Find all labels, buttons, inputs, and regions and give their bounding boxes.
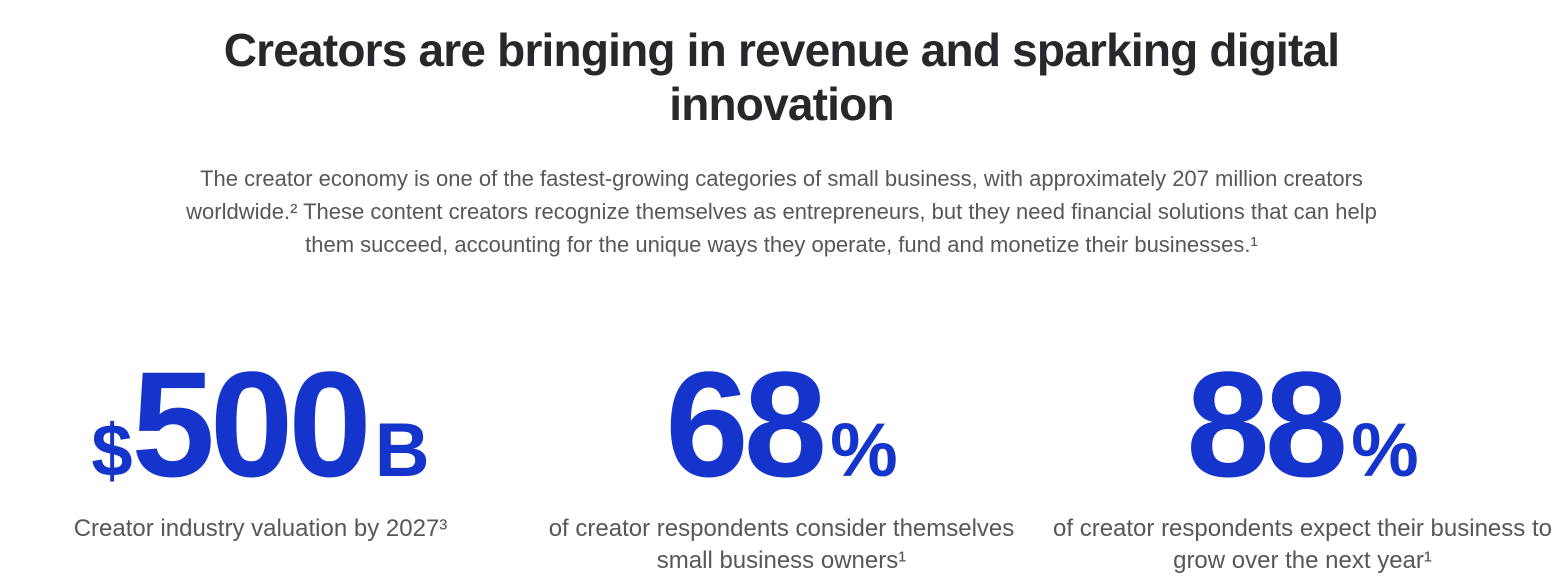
page-title-line-1: Creators are bringing in revenue and spa…: [223, 24, 1340, 76]
stat-caption-small-business-owners: of creator respondents consider themselv…: [548, 514, 1015, 574]
stat-prefix-dollar: $: [91, 408, 132, 492]
stat-suffix-b: B: [374, 407, 430, 493]
page-title: Creators are bringing in revenue and spa…: [157, 24, 1407, 132]
creator-economy-section: Creators are bringing in revenue and spa…: [0, 24, 1563, 581]
stat-card-business-growth: 88% of creator respondents expect their …: [1042, 349, 1563, 577]
stats-section: $500 B Creator industry valuation by 2027…: [0, 349, 1563, 577]
stat-suffix-percent-2: %: [1351, 407, 1419, 493]
stat-caption-industry-valuation: Creator industry valuation by 2027³: [73, 514, 448, 542]
stat-value-88pct: 88%: [1186, 349, 1418, 499]
intro-paragraph: The creator economy is one of the fastes…: [186, 165, 1377, 257]
stat-number-88: 88: [1186, 339, 1348, 508]
stat-suffix-percent-1: %: [830, 407, 898, 493]
stat-number-68: 68: [665, 339, 827, 508]
stat-card-industry-valuation: $500 B Creator industry valuation by 2027…: [0, 349, 521, 577]
stat-value-68pct: 68%: [665, 349, 897, 499]
stat-card-small-business-owners: 68% of creator respondents consider them…: [521, 349, 1042, 577]
page-title-line-2: innovation: [669, 77, 894, 130]
stat-caption-business-growth: of creator respondents expect their busi…: [1053, 514, 1552, 574]
stat-value-500b: $500 B: [91, 349, 429, 499]
stat-number-500: 500: [131, 339, 371, 508]
